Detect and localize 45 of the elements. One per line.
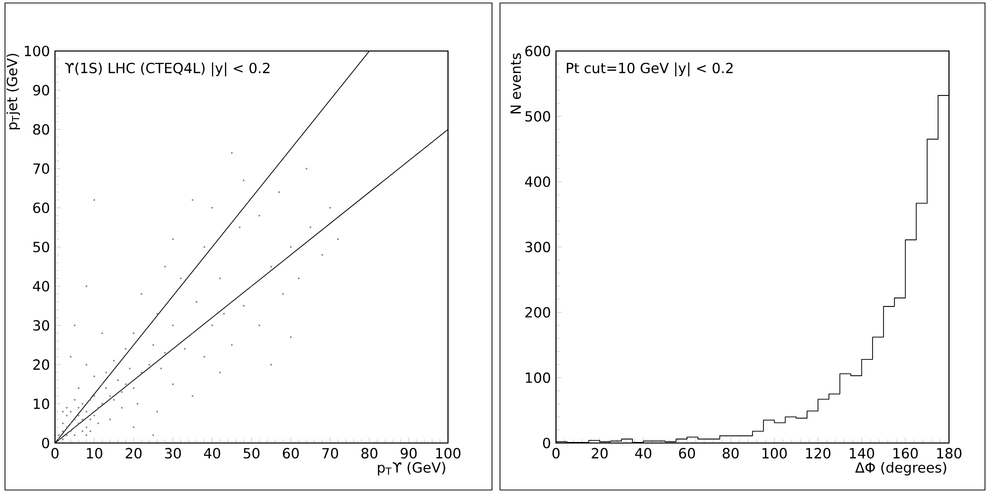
x-tick-label: 140 [850, 448, 874, 459]
y-tick-label: 50 [33, 242, 50, 252]
annotation: Pt cut=10 GeV |y| < 0.2 [566, 62, 733, 76]
x-axis-title: p$_{T}$ϒ (GeV) [378, 462, 446, 476]
x-tick-label: 20 [592, 448, 608, 459]
x-tick-label: 180 [937, 448, 962, 459]
y-tick-label: 200 [525, 307, 550, 318]
y-tick-label: 30 [33, 320, 50, 331]
x-tick-label: 120 [806, 448, 830, 459]
y-tick-label: 70 [33, 163, 50, 174]
x-tick-label: 40 [204, 448, 220, 459]
x-tick-label: 80 [361, 448, 378, 459]
x-tick-label: 30 [165, 448, 181, 459]
x-tick-label: 0 [552, 448, 560, 459]
y-tick-label: 600 [525, 46, 550, 56]
x-tick-label: 160 [894, 448, 918, 459]
x-tick-label: 10 [86, 448, 102, 459]
y-tick-label: 0 [543, 438, 550, 448]
y-tick-label: 100 [526, 372, 550, 383]
x-axis-title: ΔΦ (degrees) [855, 462, 946, 476]
x-tick-label: 80 [722, 448, 739, 459]
x-tick-label: 60 [679, 448, 695, 459]
y-axis-title: p$_{T}$jet (GeV) [6, 54, 20, 130]
y-tick-label: 80 [33, 124, 50, 135]
y-tick-label: 300 [525, 242, 550, 252]
y-tick-label: 500 [525, 111, 550, 122]
x-tick-label: 70 [322, 448, 338, 459]
x-tick-label: 0 [51, 448, 59, 459]
x-tick-label: 100 [436, 448, 460, 459]
x-tick-label: 50 [244, 448, 260, 459]
y-tick-label: 10 [34, 398, 50, 410]
y-tick-label: 40 [32, 280, 50, 292]
x-tick-label: 100 [762, 448, 787, 459]
y-tick-label: 400 [525, 176, 550, 187]
x-tick-label: 40 [635, 448, 652, 459]
y-tick-label: 90 [33, 84, 50, 96]
y-tick-label: 60 [33, 202, 50, 214]
x-tick-label: 60 [282, 448, 299, 459]
y-tick-label: 100 [24, 46, 50, 56]
x-tick-label: 90 [400, 448, 417, 459]
y-axis-title: N events [510, 53, 521, 114]
y-tick-label: 20 [33, 359, 50, 370]
annotation: ϒ(1S) LHC (CTEQ4L) |y| < 0.2 [65, 62, 270, 76]
y-tick-label: 0 [42, 438, 50, 448]
x-tick-label: 20 [126, 448, 142, 459]
